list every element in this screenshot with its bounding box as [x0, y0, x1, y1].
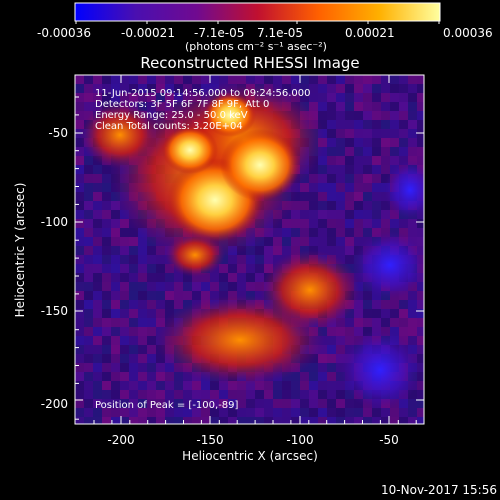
image-title: Reconstructed RHESSI Image: [140, 54, 359, 72]
y-tick-label-m100: -100: [41, 215, 68, 229]
x-tick-label-m50: -50: [379, 433, 399, 447]
info-line-energy: Energy Range: 25.0 - 50.0 keV: [95, 110, 248, 121]
colorbar-tick-label-1: -0.00021: [121, 26, 175, 40]
colorbar-tick-label-4: 0.00021: [345, 26, 395, 40]
colorbar-tick-label-0: -0.00036: [37, 26, 91, 40]
rhessi-image: [75, 75, 424, 424]
colorbar-unit-label: (photons cm⁻² s⁻¹ asec⁻²): [185, 40, 327, 53]
x-tick-label-m200: -200: [107, 433, 134, 447]
y-tick-label-m50: -50: [48, 126, 68, 140]
y-tick-label-m200: -200: [41, 397, 68, 411]
y-tick-label-m150: -150: [41, 304, 68, 318]
x-tick-label-m150: -150: [196, 433, 223, 447]
axis-ticks: [75, 75, 424, 424]
x-tick-label-m100: -100: [286, 433, 313, 447]
info-line-clean: Clean Total counts: 3.20E+04: [95, 121, 243, 132]
colorbar-tick-label-2: -7.1e-05: [194, 26, 244, 40]
colorbar-tick-label-3: 7.1e-05: [257, 26, 303, 40]
observation-info: 11-Jun-2015 09:14:56.000 to 09:24:56.000…: [95, 88, 311, 132]
peak-position-label: Position of Peak = [-100,-89]: [95, 400, 239, 411]
footer-date: 10-Nov-2017 15:56: [381, 483, 497, 497]
y-axis-title: Heliocentric Y (arcsec): [13, 183, 27, 318]
info-line-detectors: Detectors: 3F 5F 6F 7F 8F 9F, Att 0: [95, 99, 269, 110]
colorbar-ticks: [75, 21, 440, 24]
x-axis-title: Heliocentric X (arcsec): [182, 449, 318, 463]
colorbar: -0.00036 -0.00021 -7.1e-05 7.1e-05 0.000…: [37, 2, 493, 53]
colorbar-frame: [74, 2, 441, 22]
plot-frame: [74, 74, 425, 425]
info-line-time: 11-Jun-2015 09:14:56.000 to 09:24:56.000: [95, 88, 311, 99]
colorbar-tick-label-5: 0.00036: [443, 26, 493, 40]
colorbar-strip: [75, 3, 440, 21]
